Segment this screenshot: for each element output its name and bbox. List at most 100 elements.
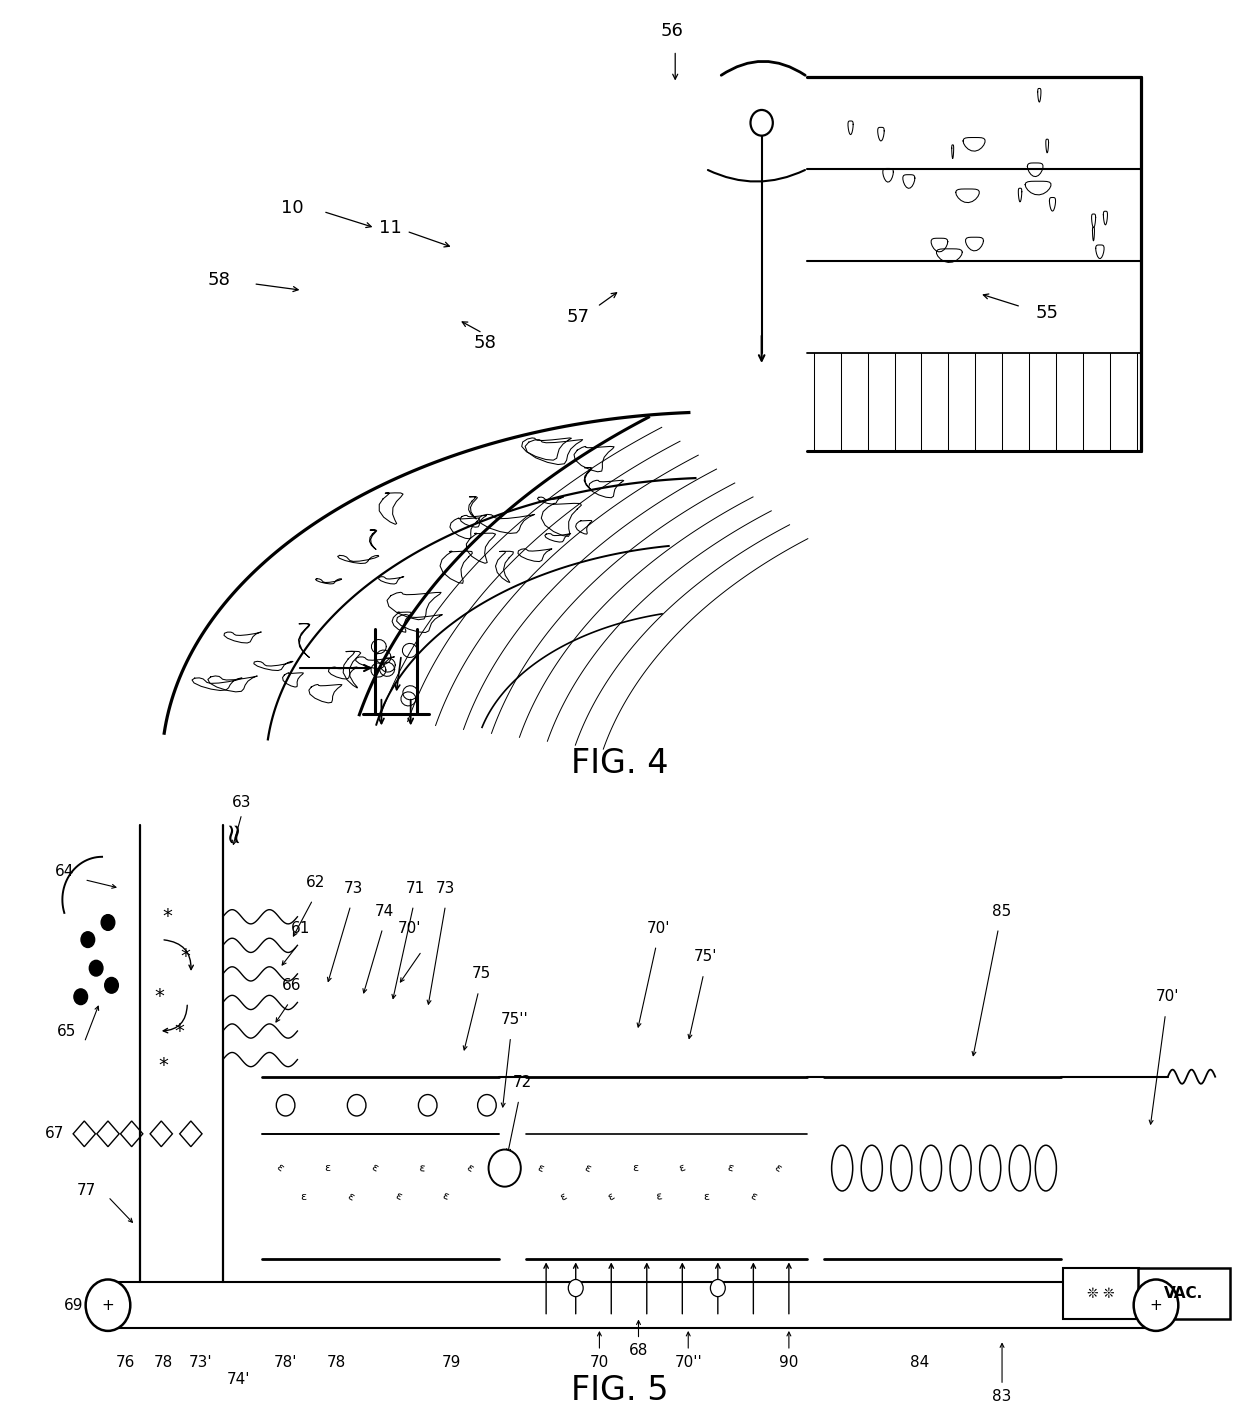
Text: 78: 78 — [154, 1355, 174, 1369]
Polygon shape — [97, 1121, 119, 1147]
Text: 66: 66 — [281, 978, 301, 992]
Circle shape — [86, 1279, 130, 1331]
Text: 67: 67 — [45, 1127, 64, 1141]
Text: 73: 73 — [343, 881, 363, 895]
Text: 73: 73 — [435, 881, 455, 895]
Polygon shape — [120, 1121, 143, 1147]
Circle shape — [347, 1095, 366, 1117]
Text: 68: 68 — [629, 1344, 649, 1358]
Text: ≈: ≈ — [218, 820, 247, 843]
Text: VAC.: VAC. — [1164, 1287, 1203, 1301]
Text: *: * — [174, 1021, 184, 1041]
Circle shape — [81, 931, 94, 948]
Text: 58: 58 — [207, 271, 231, 290]
Text: ε: ε — [274, 1162, 285, 1174]
Text: 84: 84 — [909, 1355, 929, 1369]
Text: ε: ε — [370, 1162, 379, 1174]
Text: ε: ε — [677, 1162, 687, 1174]
Text: 63: 63 — [232, 795, 252, 810]
Circle shape — [477, 1095, 496, 1117]
Polygon shape — [73, 1121, 95, 1147]
Text: 74: 74 — [374, 904, 393, 918]
Text: ε: ε — [632, 1162, 639, 1174]
Ellipse shape — [1035, 1145, 1056, 1191]
Text: 58: 58 — [474, 334, 496, 351]
Text: ε: ε — [464, 1162, 475, 1174]
Text: ε: ε — [346, 1191, 356, 1202]
Circle shape — [489, 1150, 521, 1187]
Circle shape — [74, 988, 88, 1005]
Text: ε: ε — [536, 1162, 544, 1174]
Text: ε: ε — [441, 1191, 450, 1202]
Text: ❊ ❊: ❊ ❊ — [1086, 1287, 1115, 1301]
Text: 75: 75 — [471, 967, 491, 981]
Ellipse shape — [1009, 1145, 1030, 1191]
Text: 70: 70 — [590, 1355, 609, 1369]
Text: 10: 10 — [280, 198, 304, 217]
Ellipse shape — [832, 1145, 853, 1191]
Text: 76: 76 — [117, 1355, 135, 1369]
Text: *: * — [159, 1055, 169, 1075]
Circle shape — [711, 1279, 725, 1297]
Circle shape — [568, 1279, 583, 1297]
Text: *: * — [154, 987, 164, 1007]
Text: 61: 61 — [291, 921, 311, 935]
Text: 70': 70' — [398, 921, 422, 935]
Text: 85: 85 — [992, 904, 1012, 918]
Text: 79: 79 — [441, 1355, 461, 1369]
Text: 73': 73' — [188, 1355, 212, 1369]
Text: ε: ε — [418, 1162, 425, 1174]
FancyBboxPatch shape — [1138, 1268, 1230, 1319]
Text: 78': 78' — [274, 1355, 298, 1369]
Text: ε: ε — [300, 1191, 306, 1202]
Text: +: + — [102, 1298, 114, 1312]
Text: ε: ε — [583, 1162, 593, 1174]
FancyBboxPatch shape — [1064, 1268, 1140, 1319]
Text: *: * — [162, 907, 172, 927]
Text: FIG. 4: FIG. 4 — [572, 747, 668, 781]
Circle shape — [418, 1095, 436, 1117]
Circle shape — [750, 110, 773, 136]
Text: 64: 64 — [55, 864, 74, 878]
Text: 75'': 75'' — [500, 1012, 528, 1027]
Text: 75': 75' — [694, 950, 718, 964]
Text: 55: 55 — [1035, 304, 1059, 323]
Text: +: + — [1149, 1298, 1162, 1312]
Text: ε: ε — [606, 1191, 616, 1202]
Text: *: * — [180, 947, 190, 967]
Text: 72: 72 — [513, 1075, 532, 1090]
Text: 11: 11 — [379, 218, 402, 237]
Text: ε: ε — [559, 1191, 569, 1202]
Text: 83: 83 — [992, 1389, 1012, 1404]
Circle shape — [89, 961, 103, 977]
Ellipse shape — [862, 1145, 883, 1191]
Ellipse shape — [920, 1145, 941, 1191]
Text: ε: ε — [749, 1191, 758, 1202]
Text: ε: ε — [703, 1191, 709, 1202]
Ellipse shape — [950, 1145, 971, 1191]
Text: 74': 74' — [227, 1372, 250, 1387]
Text: 70': 70' — [647, 921, 671, 935]
Polygon shape — [180, 1121, 202, 1147]
Text: ε: ε — [393, 1191, 403, 1202]
Text: 78: 78 — [327, 1355, 346, 1369]
Ellipse shape — [980, 1145, 1001, 1191]
Text: 70'': 70'' — [675, 1355, 702, 1369]
Text: 62: 62 — [305, 875, 325, 890]
Circle shape — [277, 1095, 295, 1117]
Text: 69: 69 — [63, 1298, 83, 1312]
Text: 90: 90 — [779, 1355, 799, 1369]
Circle shape — [104, 977, 118, 994]
Text: ε: ε — [725, 1162, 734, 1174]
Text: 57: 57 — [567, 307, 590, 326]
Text: ε: ε — [655, 1191, 662, 1202]
Text: ε: ε — [771, 1162, 782, 1174]
Text: 77: 77 — [77, 1184, 95, 1198]
Text: ε: ε — [324, 1162, 330, 1174]
Text: 70': 70' — [1156, 990, 1179, 1004]
Circle shape — [1133, 1279, 1178, 1331]
Ellipse shape — [890, 1145, 911, 1191]
Polygon shape — [150, 1121, 172, 1147]
Circle shape — [102, 915, 115, 931]
Text: 65: 65 — [57, 1024, 76, 1038]
